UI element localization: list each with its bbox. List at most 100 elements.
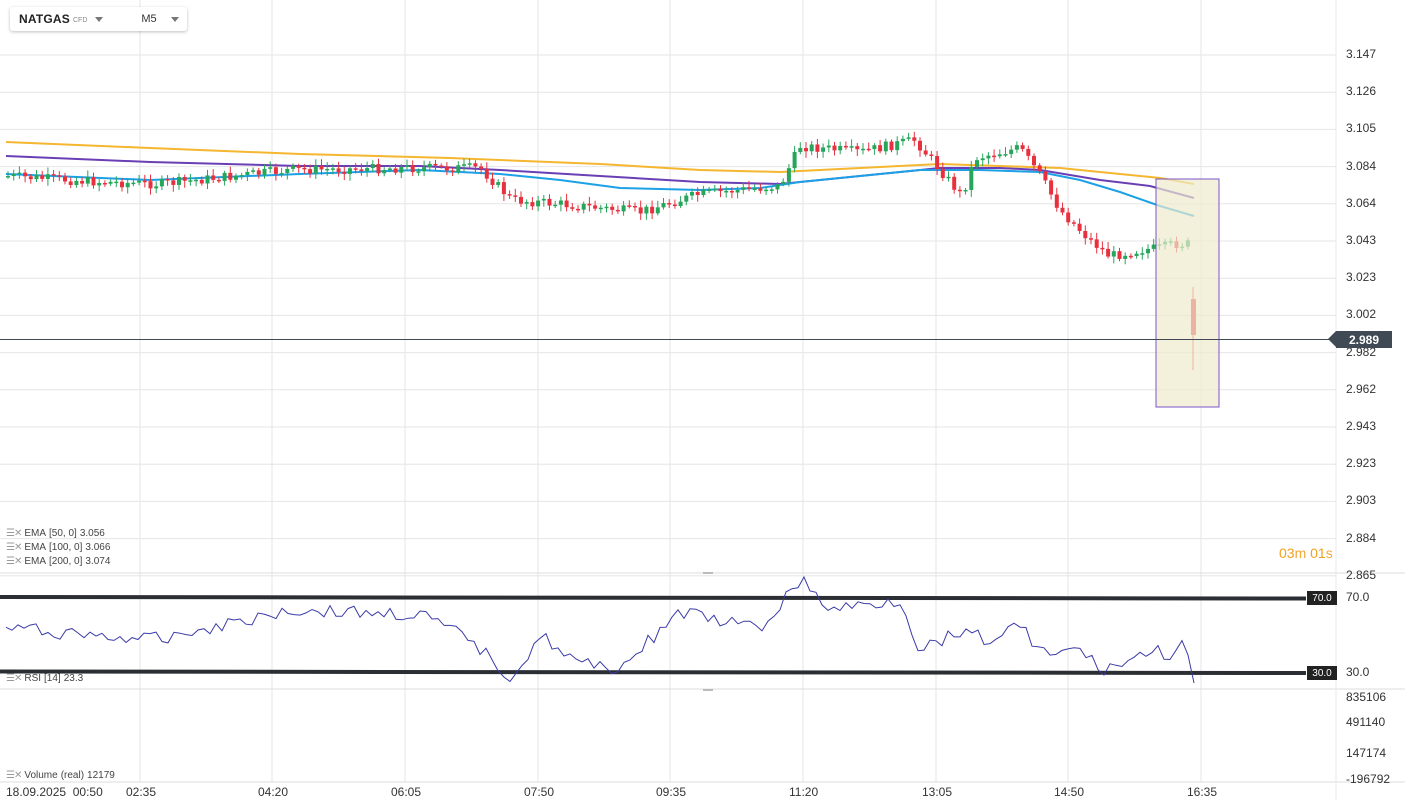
bear-candle	[530, 202, 535, 207]
bear-candle	[433, 163, 438, 166]
bear-candle	[479, 166, 484, 170]
bull-candle	[541, 198, 546, 201]
bear-candle	[564, 200, 569, 208]
ema100-legend[interactable]: ☰✕ EMA [100, 0] 3.066	[6, 542, 110, 553]
bull-candle	[678, 201, 683, 207]
bear-candle	[610, 206, 615, 210]
settings-icon[interactable]: ☰✕	[6, 673, 22, 684]
rsi-level-70: 70.0	[1312, 592, 1332, 604]
bear-candle	[57, 175, 62, 177]
bull-candle	[581, 203, 586, 210]
ema50-value: 3.056	[79, 528, 105, 539]
bear-candle	[593, 205, 598, 209]
price-axis-label: 2.865	[1346, 567, 1377, 582]
bull-candle	[1009, 149, 1014, 155]
bull-candle	[684, 195, 689, 202]
volume-axis-2: 491140	[1346, 715, 1386, 729]
bull-candle	[188, 180, 193, 182]
bull-candle	[735, 189, 740, 193]
bear-candle	[815, 144, 820, 152]
bear-candle	[51, 174, 56, 176]
bull-candle	[781, 181, 786, 185]
bear-candle	[501, 182, 506, 195]
pane-resize-handle	[703, 572, 713, 574]
bear-candle	[171, 180, 176, 185]
bull-candle	[422, 167, 427, 172]
ema100-value: 3.066	[85, 542, 111, 553]
symbol-selector[interactable]: NATGAS CFD M5	[10, 7, 187, 31]
bear-candle	[650, 206, 655, 214]
bear-candle	[1077, 223, 1082, 231]
price-axis-label: 3.147	[1346, 47, 1377, 61]
bull-candle	[655, 207, 660, 214]
bull-candle	[291, 165, 295, 169]
bear-candle	[1100, 247, 1105, 250]
bear-candle	[1106, 248, 1111, 257]
bear-candle	[1054, 194, 1059, 208]
bull-candle	[405, 165, 409, 167]
bull-candle	[268, 167, 273, 169]
bull-candle	[741, 187, 746, 190]
bull-candle	[838, 145, 843, 151]
bear-candle	[758, 188, 763, 191]
bull-candle	[154, 186, 159, 189]
volume-axis-3: 147174	[1346, 746, 1387, 760]
bear-candle	[513, 195, 518, 197]
rsi-legend[interactable]: ☰✕ RSI [14] 23.3	[6, 673, 83, 684]
symbol-dropdown-icon[interactable]	[95, 16, 104, 22]
bear-candle	[102, 182, 107, 185]
bull-candle	[177, 177, 181, 185]
bull-candle	[707, 189, 712, 192]
bull-candle	[462, 164, 466, 166]
bear-candle	[667, 203, 672, 205]
bull-candle	[809, 144, 814, 152]
settings-icon[interactable]: ☰✕	[6, 528, 22, 539]
volume-legend[interactable]: ☰✕ Volume (real) 12179	[6, 770, 115, 781]
bear-candle	[576, 208, 580, 211]
bull-candle	[644, 206, 649, 214]
bear-candle	[587, 203, 592, 206]
symbol-name: NATGAS	[19, 12, 70, 26]
bear-candle	[302, 167, 307, 170]
bear-candle	[410, 165, 415, 173]
settings-icon[interactable]: ☰✕	[6, 542, 22, 553]
bull-candle	[85, 177, 90, 184]
bear-candle	[1043, 171, 1048, 181]
bull-candle	[883, 141, 888, 152]
rsi-level-30-line	[0, 669, 1307, 675]
settings-icon[interactable]: ☰✕	[6, 556, 22, 567]
bull-candle	[769, 189, 774, 191]
bear-candle	[1094, 239, 1099, 248]
bull-candle	[849, 146, 854, 148]
price-axis-label: 2.982	[1346, 344, 1377, 359]
bull-candle	[382, 170, 387, 174]
time-axis-label: 16:35	[1187, 785, 1218, 799]
bull-candle	[895, 141, 900, 151]
price-axis-label: 3.043	[1346, 233, 1377, 247]
timeframe-dropdown-icon[interactable]	[170, 16, 179, 22]
ema200-legend[interactable]: ☰✕ EMA [200, 0] 3.074	[6, 556, 110, 567]
bear-candle	[843, 145, 848, 148]
bear-candle	[929, 154, 934, 156]
bear-candle	[319, 165, 324, 170]
bull-candle	[387, 168, 392, 171]
time-axis-label: 09:35	[656, 785, 687, 799]
pane-resize-handle	[703, 689, 713, 691]
bear-candle	[296, 165, 301, 168]
ema50-legend[interactable]: ☰✕ EMA [50, 0] 3.056	[6, 528, 105, 539]
bull-candle	[456, 165, 461, 173]
bull-candle	[980, 158, 985, 161]
bull-candle	[752, 188, 757, 190]
rsi-axis-30: 30.0	[1346, 665, 1370, 679]
settings-icon[interactable]: ☰✕	[6, 770, 22, 781]
bear-candle	[729, 190, 734, 193]
bull-candle	[416, 171, 421, 173]
bear-candle	[336, 168, 341, 172]
bull-candle	[125, 182, 130, 188]
bull-candle	[205, 175, 210, 184]
bull-candle	[1151, 244, 1156, 249]
timeframe-label[interactable]: M5	[141, 13, 157, 25]
bull-candle	[826, 145, 831, 148]
bull-candle	[598, 207, 603, 210]
